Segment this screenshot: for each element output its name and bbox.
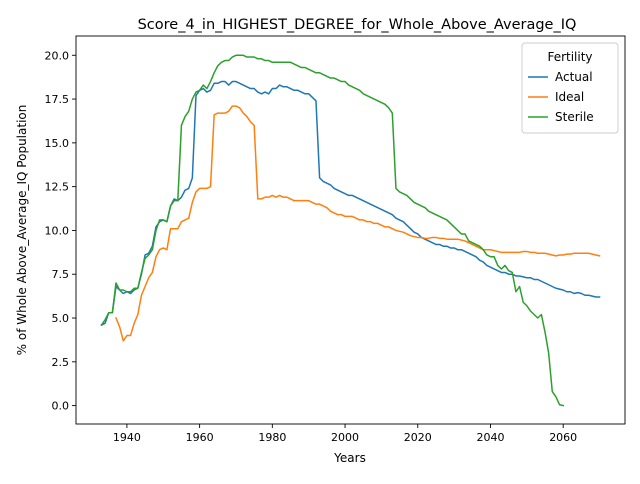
legend-box [521, 42, 619, 134]
legend: Fertility Actual Ideal Sterile [521, 42, 619, 134]
x-axis-label: Years [333, 451, 366, 465]
y-tick-label: 17.5 [45, 93, 70, 106]
y-tick-label: 15.0 [45, 137, 70, 150]
legend-label-sterile: Sterile [555, 110, 594, 124]
y-axis-label: % of Whole Above_Average_IQ Population [15, 105, 29, 356]
y-tick-label: 7.5 [52, 268, 70, 281]
legend-title: Fertility [547, 50, 592, 64]
y-tick-label: 10.0 [45, 224, 70, 237]
axis-ticks: 1940 1960 1980 2000 2020 2040 2060 0.0 2.5 5.0 7.5… [45, 49, 578, 444]
series-line-ideal [115, 105, 601, 342]
series-line-actual [100, 80, 601, 327]
x-tick-label: 2000 [331, 431, 359, 444]
series-layer [100, 54, 601, 407]
x-tick-label: 2020 [404, 431, 432, 444]
x-tick-label: 1980 [258, 431, 286, 444]
y-tick-label: 2.5 [52, 356, 70, 369]
y-tick-label: 12.5 [45, 181, 70, 194]
legend-label-actual: Actual [555, 70, 593, 84]
legend-label-ideal: Ideal [555, 90, 584, 104]
y-tick-label: 0.0 [52, 400, 70, 413]
legend-items: Actual Ideal Sterile [528, 70, 594, 124]
y-tick-label: 5.0 [52, 312, 70, 325]
chart-title: Score_4_in_HIGHEST_DEGREE_for_Whole_Abov… [138, 17, 577, 33]
x-tick-label: 1960 [186, 431, 214, 444]
plot-frame [75, 35, 626, 425]
x-tick-label: 1940 [113, 431, 141, 444]
x-tick-label: 2040 [476, 431, 504, 444]
y-tick-label: 20.0 [45, 49, 70, 62]
x-tick-label: 2060 [549, 431, 577, 444]
series-line-sterile [100, 54, 565, 407]
